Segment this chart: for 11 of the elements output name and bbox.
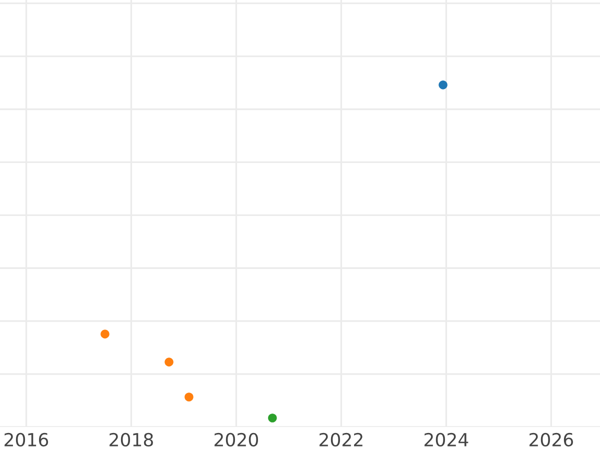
point <box>100 330 110 338</box>
point <box>268 414 277 422</box>
x-tick-label: 2022 <box>320 432 362 447</box>
point <box>184 392 194 402</box>
x-tick-label: 2020 <box>214 432 258 447</box>
point <box>164 358 174 366</box>
x-tick-label: 2016 <box>4 432 48 447</box>
x-tick-label: 2026 <box>530 432 574 447</box>
x-tick-label: 2024 <box>424 432 468 447</box>
point <box>438 80 448 90</box>
x-tick-label: 2018 <box>110 432 153 447</box>
